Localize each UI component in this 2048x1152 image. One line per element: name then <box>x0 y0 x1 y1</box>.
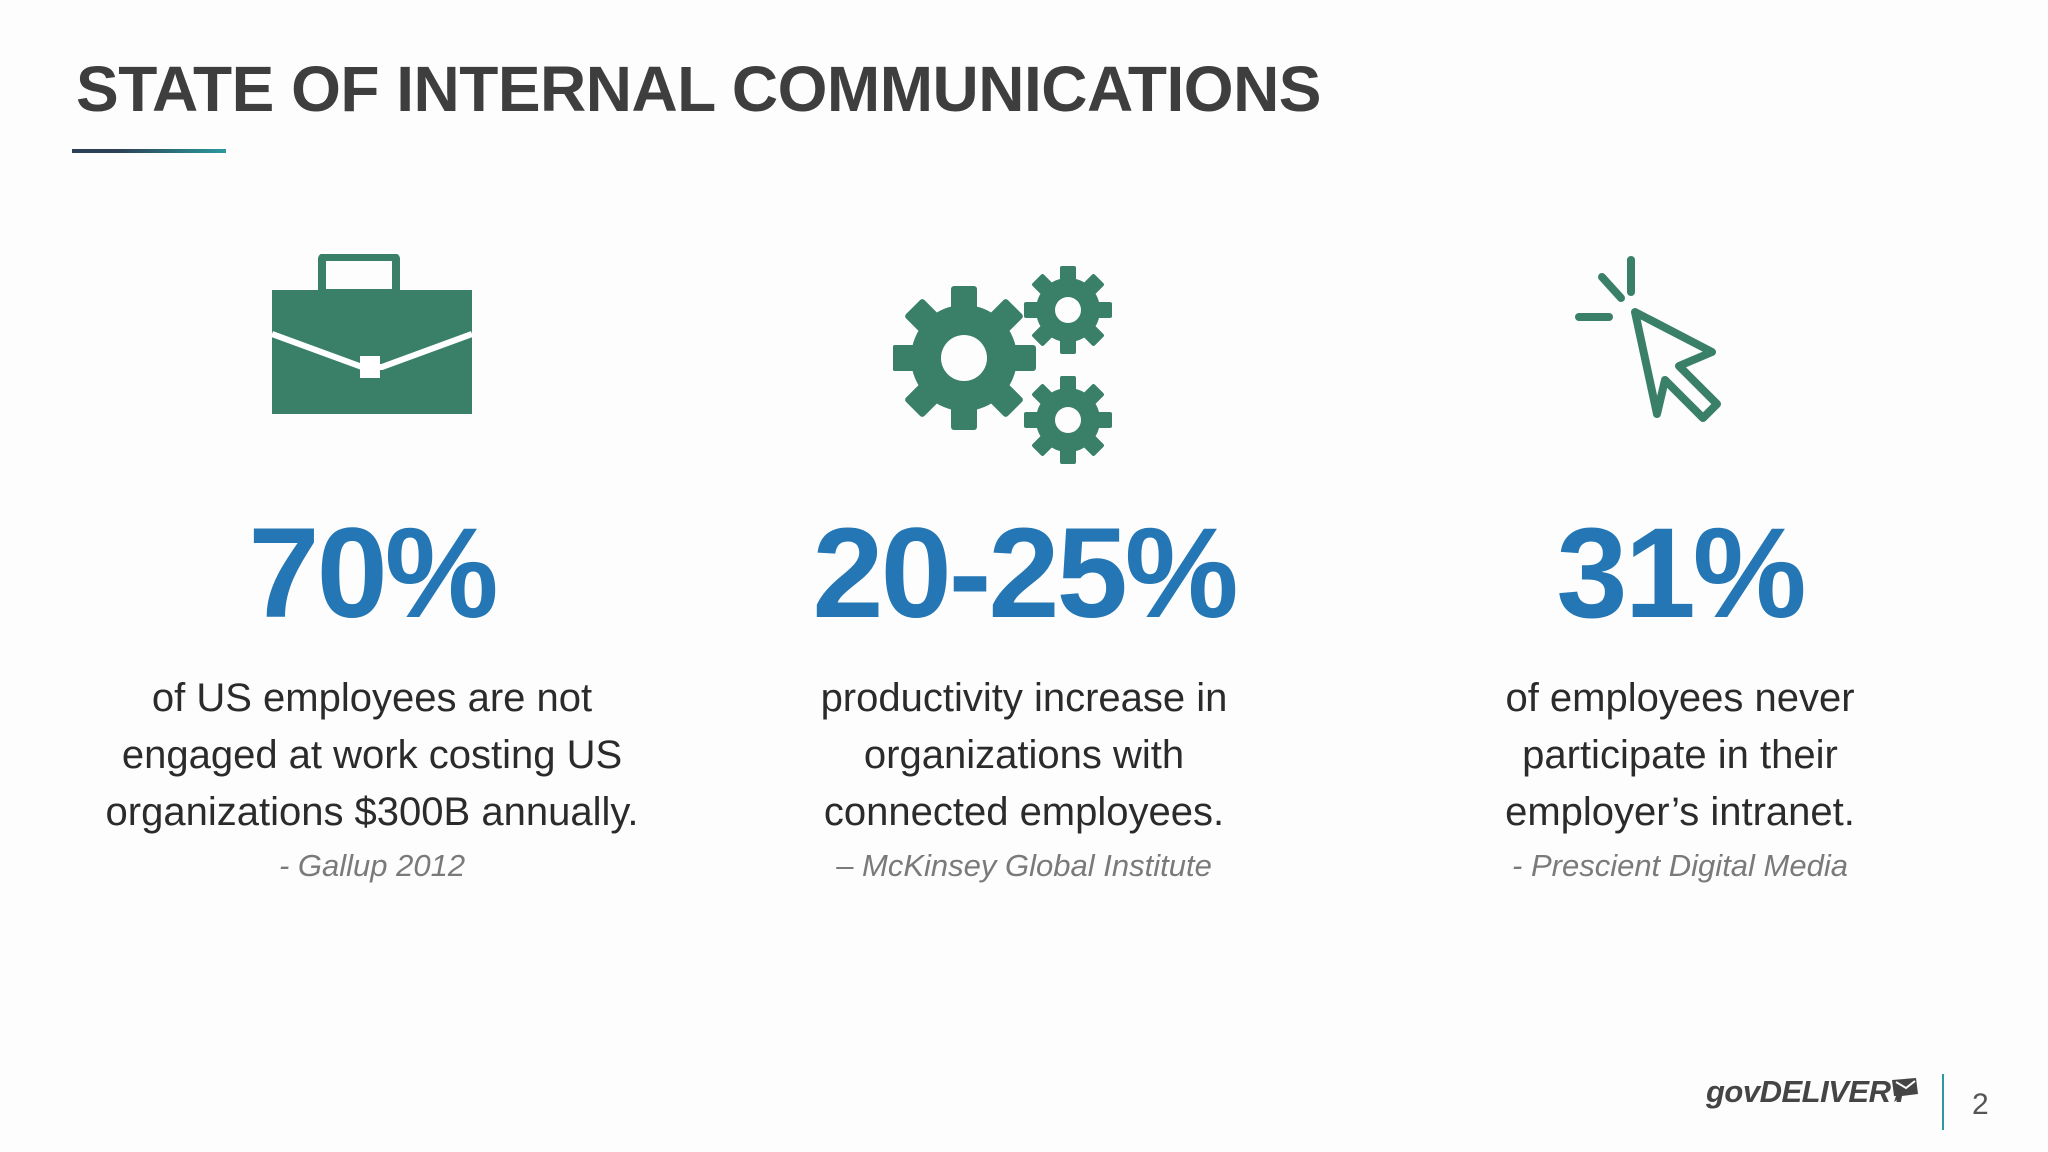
stat-source: - Gallup 2012 <box>278 848 466 883</box>
description-line: participate in their <box>1522 733 1838 777</box>
govdelivery-logo: govDELIVERY <box>1706 1074 1911 1109</box>
stat-description: of US employees are not engaged at work … <box>42 670 702 841</box>
stat-column-2: 20-25% productivity increase in organiza… <box>694 240 1354 920</box>
description-line: productivity increase in <box>820 676 1228 720</box>
stat-source: – McKinsey Global Institute <box>836 848 1212 883</box>
stat-value: 70% <box>248 502 498 645</box>
stat-column-1: 70% of US employees are not engaged at w… <box>42 240 702 920</box>
description-line: organizations $300B annually. <box>105 790 639 834</box>
stat-description: of employees never participate in their … <box>1350 670 2010 841</box>
stat-value: 31% <box>1556 502 1806 645</box>
description-line: organizations with <box>863 733 1185 777</box>
description-line: of employees never <box>1505 676 1855 720</box>
stat-description: productivity increase in organizations w… <box>694 670 1354 841</box>
stat-source: - Prescient Digital Media <box>1512 848 1848 883</box>
stat-value: 20-25% <box>812 502 1238 645</box>
title-underline <box>72 149 226 153</box>
page-number: 2 <box>1972 1088 1989 1121</box>
envelope-icon <box>1890 1076 1920 1107</box>
cursor-click-icon <box>1350 240 2010 480</box>
stat-column-3: 31% of employees never participate in th… <box>1350 240 2010 920</box>
description-line: of US employees are not <box>151 676 593 720</box>
description-line: employer’s intranet. <box>1505 790 1855 834</box>
gears-icon <box>694 240 1354 480</box>
description-line: connected employees. <box>823 790 1225 834</box>
description-line: engaged at work costing US <box>121 733 623 777</box>
briefcase-icon <box>42 240 702 480</box>
slide-title: STATE OF INTERNAL COMMUNICATIONS <box>76 53 1321 125</box>
footer-divider <box>1942 1074 1944 1130</box>
